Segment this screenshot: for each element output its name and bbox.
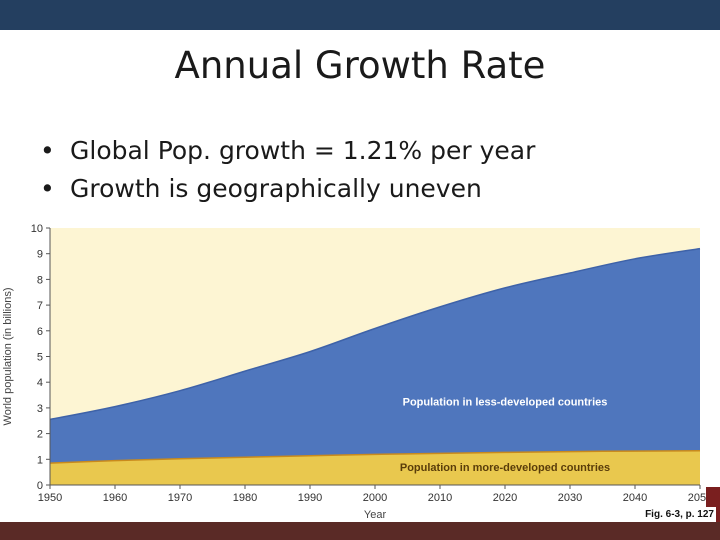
y-tick-label: 9: [37, 249, 43, 261]
y-tick-label: 1: [37, 454, 43, 466]
y-tick-label: 5: [37, 352, 43, 364]
series-boundary-line: [49, 450, 701, 464]
x-tick-label: 2000: [363, 492, 387, 504]
y-tick-label: 4: [37, 377, 43, 389]
y-axis-title: World population (in billions): [2, 288, 14, 426]
bullet-text: Growth is geographically uneven: [70, 174, 482, 203]
x-tick-label: 2040: [623, 492, 647, 504]
footer-strip: [0, 522, 720, 540]
figure-caption: Fig. 6-3, p. 127: [620, 507, 716, 522]
bullet-text: Global Pop. growth = 1.21% per year: [70, 136, 536, 165]
header-bar: [0, 0, 720, 30]
x-tick-label: 1980: [233, 492, 257, 504]
slide-title: Annual Growth Rate: [174, 44, 546, 87]
x-tick-label: 1950: [38, 492, 62, 504]
y-tick-label: 3: [37, 403, 43, 415]
bullet-list: • Global Pop. growth = 1.21% per year • Gr…: [40, 132, 535, 208]
y-tick-label: 7: [37, 300, 43, 312]
area-more-developed: [50, 450, 700, 485]
bullet-icon: •: [40, 174, 55, 203]
series-annotation: Population in less-developed countries: [403, 396, 608, 408]
series-top-line: [49, 247, 701, 421]
bullet-icon: •: [40, 136, 55, 165]
y-tick-label: 8: [37, 274, 43, 286]
bullet-item: • Growth is geographically uneven: [40, 170, 535, 208]
area-less-developed: [50, 248, 700, 464]
x-tick-label: 2010: [428, 492, 452, 504]
y-tick-label: 2: [37, 429, 43, 441]
x-tick-label: 2020: [493, 492, 517, 504]
bullet-item: • Global Pop. growth = 1.21% per year: [40, 132, 535, 170]
x-tick-label: 2030: [558, 492, 582, 504]
x-tick-label: 1970: [168, 492, 192, 504]
series-annotation: Population in more-developed countries: [400, 462, 610, 474]
y-tick-label: 0: [37, 480, 43, 492]
x-axis-title: Year: [364, 509, 387, 521]
x-tick-label: 1990: [298, 492, 322, 504]
y-tick-label: 6: [37, 326, 43, 338]
population-chart: 0 1 2 3 4 5 6 7 8 9 10 1950 1960 1970 1980 1990 2000 2010…: [2, 223, 712, 521]
x-tick-label: 1960: [103, 492, 127, 504]
y-tick-label: 10: [31, 223, 43, 235]
